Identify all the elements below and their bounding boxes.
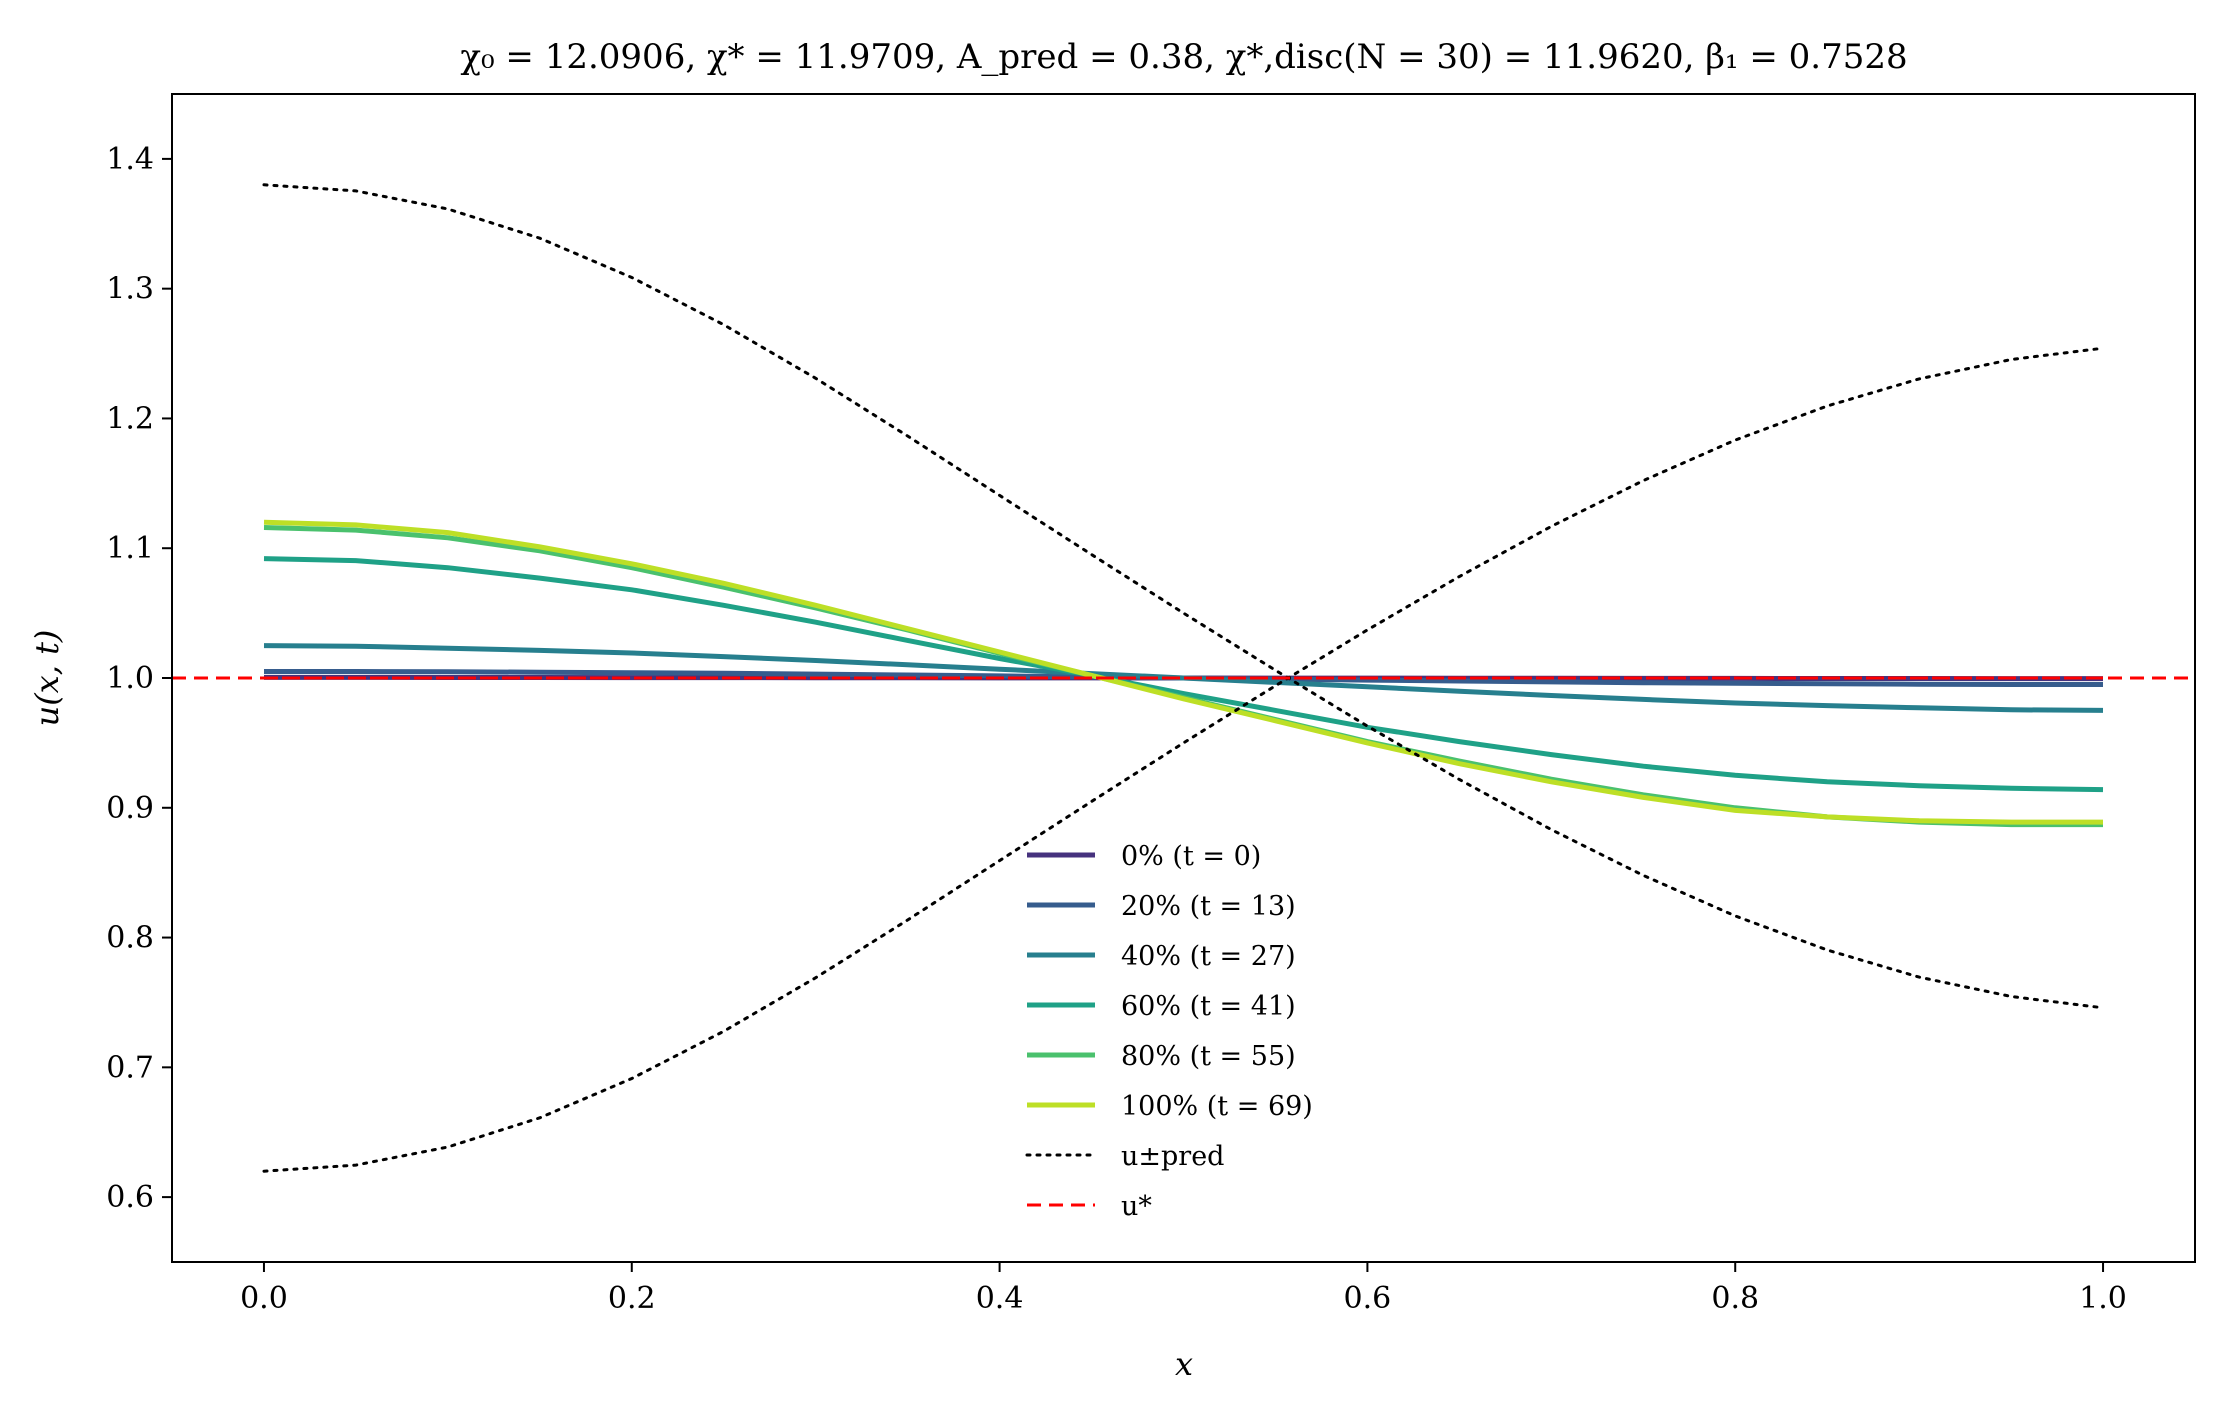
x-tick-label: 0.4 [976,1281,1024,1316]
series-line-3 [263,556,2104,793]
y-tick-label: 1.0 [106,661,154,696]
legend-label-1: 20% (t = 13) [1121,891,1296,922]
x-tick-label: 1.0 [2079,1281,2127,1316]
y-axis-label: u(x, t) [28,630,66,727]
y-tick-label: 1.4 [106,142,154,177]
x-tick-label: 0.8 [1711,1281,1759,1316]
x-tick-label: 0.0 [240,1281,288,1316]
x-axis-label: x [1175,1345,1193,1383]
x-tick-label: 0.2 [608,1281,656,1316]
y-tick-label: 0.7 [106,1050,154,1085]
y-tick-label: 0.9 [106,791,154,826]
y-tick-label: 1.1 [106,531,154,566]
x-tick-label: 0.6 [1344,1281,1392,1316]
legend-label-4: 80% (t = 55) [1121,1041,1296,1072]
y-tick-label: 0.8 [106,921,154,956]
legend-label-0: 0% (t = 0) [1121,841,1261,872]
legend-label-3: 60% (t = 41) [1121,991,1296,1022]
series-line-7 [262,346,2105,1173]
series-line-6 [262,183,2105,1010]
legend-label-7: u* [1121,1191,1152,1222]
legend-label-2: 40% (t = 27) [1121,941,1296,972]
legend: 0% (t = 0) 20% (t = 13) 40% (t = 27) 60% (t… [1025,841,1313,1222]
series-line-5 [263,519,2103,825]
y-tick-label: 0.6 [106,1180,154,1215]
legend-label-6: u±pred [1121,1141,1224,1172]
y-tick-label: 1.3 [106,272,154,307]
y-tick-label: 1.2 [106,401,154,436]
legend-label-5: 100% (t = 69) [1121,1091,1313,1122]
chart-title: χ₀ = 12.0906, χ* = 11.9709, A_pred = 0.3… [460,37,1907,77]
series-line-2 [263,643,2104,713]
